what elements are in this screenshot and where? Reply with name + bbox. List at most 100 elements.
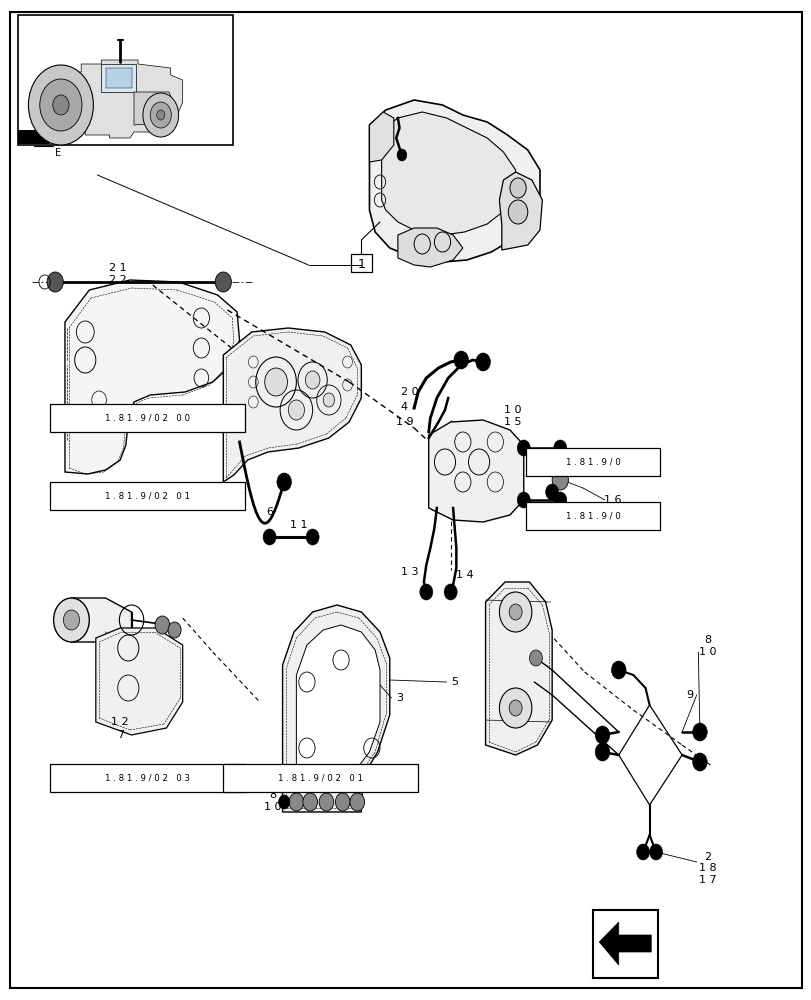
Bar xyxy=(18,130,50,144)
Polygon shape xyxy=(71,598,131,642)
Circle shape xyxy=(517,492,530,508)
Bar xyxy=(526,502,659,530)
Bar xyxy=(526,448,659,476)
Text: 1 4: 1 4 xyxy=(455,570,473,580)
Polygon shape xyxy=(599,922,650,965)
Circle shape xyxy=(303,793,317,811)
Circle shape xyxy=(594,726,609,744)
Polygon shape xyxy=(428,420,523,522)
Bar xyxy=(50,482,245,510)
Circle shape xyxy=(277,473,291,491)
Circle shape xyxy=(692,723,706,741)
Circle shape xyxy=(636,844,649,860)
Circle shape xyxy=(54,598,89,642)
Circle shape xyxy=(63,610,79,630)
Circle shape xyxy=(40,79,82,131)
Polygon shape xyxy=(485,582,551,755)
Polygon shape xyxy=(65,280,239,474)
Circle shape xyxy=(397,149,406,161)
Circle shape xyxy=(28,65,93,145)
Text: 6: 6 xyxy=(266,507,272,517)
Text: 7: 7 xyxy=(117,730,123,740)
Bar xyxy=(350,254,371,272)
Circle shape xyxy=(517,440,530,456)
Circle shape xyxy=(264,368,287,396)
Text: 1 8: 1 8 xyxy=(698,863,716,873)
Circle shape xyxy=(305,371,320,389)
Polygon shape xyxy=(381,112,515,235)
Circle shape xyxy=(553,440,566,456)
Circle shape xyxy=(419,584,432,600)
Circle shape xyxy=(263,529,276,545)
Text: 1 . 8 1 . 9 / 0 2   0 3: 1 . 8 1 . 9 / 0 2 0 3 xyxy=(105,774,190,782)
Circle shape xyxy=(508,200,527,224)
Polygon shape xyxy=(397,228,462,267)
Circle shape xyxy=(289,793,303,811)
Text: 1 . 8 1 . 9 / 0 2   0 1: 1 . 8 1 . 9 / 0 2 0 1 xyxy=(105,491,190,500)
Circle shape xyxy=(611,661,625,679)
Circle shape xyxy=(509,178,526,198)
Text: 1: 1 xyxy=(357,258,365,271)
Polygon shape xyxy=(134,92,174,125)
Circle shape xyxy=(475,353,490,371)
Circle shape xyxy=(143,93,178,137)
Circle shape xyxy=(53,95,69,115)
Text: 1 3: 1 3 xyxy=(401,567,418,577)
Circle shape xyxy=(499,688,531,728)
Circle shape xyxy=(306,529,319,545)
Bar xyxy=(50,764,245,792)
Circle shape xyxy=(545,484,558,500)
Circle shape xyxy=(323,393,334,407)
Text: 1 2: 1 2 xyxy=(111,717,129,727)
Text: 5: 5 xyxy=(451,677,457,687)
Polygon shape xyxy=(499,172,542,250)
Text: 1 . 8 1 . 9 / 0: 1 . 8 1 . 9 / 0 xyxy=(565,512,620,520)
Text: 1 7: 1 7 xyxy=(698,875,716,885)
Bar xyxy=(223,764,418,792)
Circle shape xyxy=(508,604,521,620)
Circle shape xyxy=(288,400,304,420)
Circle shape xyxy=(278,795,290,809)
Circle shape xyxy=(594,743,609,761)
Text: 1 0: 1 0 xyxy=(698,647,716,657)
Bar xyxy=(105,68,131,88)
Circle shape xyxy=(444,584,457,600)
Circle shape xyxy=(47,272,63,292)
Circle shape xyxy=(529,650,542,666)
Circle shape xyxy=(649,844,662,860)
Text: 1 0: 1 0 xyxy=(264,802,281,812)
Text: 1 . 8 1 . 9 / 0: 1 . 8 1 . 9 / 0 xyxy=(565,458,620,466)
Circle shape xyxy=(350,793,364,811)
Circle shape xyxy=(168,622,181,638)
Circle shape xyxy=(150,102,171,128)
Polygon shape xyxy=(296,625,380,785)
Circle shape xyxy=(215,272,231,292)
Polygon shape xyxy=(36,60,182,138)
Circle shape xyxy=(453,351,468,369)
Text: 2 2: 2 2 xyxy=(109,275,127,285)
Circle shape xyxy=(319,793,333,811)
Circle shape xyxy=(499,592,531,632)
Bar xyxy=(18,15,233,145)
Polygon shape xyxy=(282,605,389,812)
Text: 1 . 8 1 . 9 / 0 2   0 1: 1 . 8 1 . 9 / 0 2 0 1 xyxy=(278,774,363,782)
Text: 1 1: 1 1 xyxy=(290,520,307,530)
Text: 1 0: 1 0 xyxy=(504,405,521,415)
Polygon shape xyxy=(96,628,182,735)
Bar xyxy=(101,64,135,92)
Circle shape xyxy=(155,616,169,634)
Text: 1 9: 1 9 xyxy=(395,417,413,427)
Text: 1 . 8 1 . 9 / 0 2   0 0: 1 . 8 1 . 9 / 0 2 0 0 xyxy=(105,414,190,422)
Polygon shape xyxy=(369,112,393,162)
Text: E: E xyxy=(55,148,62,158)
Circle shape xyxy=(553,492,566,508)
Circle shape xyxy=(692,753,706,771)
Text: 8: 8 xyxy=(269,790,276,800)
Bar xyxy=(50,404,245,432)
Circle shape xyxy=(335,793,350,811)
Circle shape xyxy=(551,470,568,490)
Text: 3: 3 xyxy=(396,693,402,703)
Polygon shape xyxy=(223,328,361,482)
Text: 4: 4 xyxy=(401,402,407,412)
Circle shape xyxy=(508,700,521,716)
